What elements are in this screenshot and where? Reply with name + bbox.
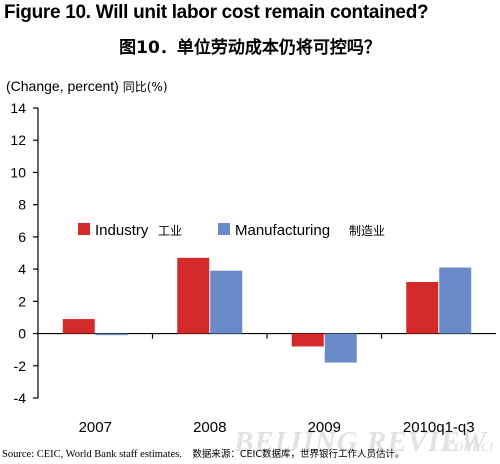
bar-industry-2010q1-q3 [406, 282, 439, 334]
svg-text:.com.cn: .com.cn [442, 435, 494, 455]
bar-industry-2007 [62, 319, 95, 334]
y-tick-label: 8 [18, 197, 26, 213]
bar-chart: -4 -2 0 2 4 6 8 10 12 14 2007 2008 2009 2010q1-q3 In… [10, 100, 496, 436]
legend: Industry 工业 Manufacturing 制造业 [78, 222, 385, 239]
legend-swatch-manufacturing [218, 223, 230, 235]
y-tick-label: -4 [14, 390, 27, 406]
y-tick-label: 6 [18, 229, 26, 245]
y-tick-labels: -4 -2 0 2 4 6 8 10 12 14 [10, 100, 26, 406]
y-tick-label: 12 [10, 132, 26, 148]
bar-industry-2009 [291, 333, 324, 347]
x-category-label: 2007 [79, 419, 112, 436]
y-tick-label: 14 [10, 100, 26, 116]
source-note-zh: 数据来源：CEIC数据库，世界银行工作人员估计。 [192, 449, 405, 460]
source-note: Source: CEIC, World Bank staff estimates… [2, 446, 404, 460]
bar-manufacturing-2007 [95, 333, 128, 336]
y-axis-unit-zh: 同比(%) [122, 80, 168, 94]
legend-label-zh-manufacturing: 制造业 [349, 224, 385, 238]
bars [62, 257, 472, 363]
y-tick-label: 2 [18, 293, 26, 309]
y-tick-label: 4 [18, 261, 26, 277]
bar-manufacturing-2008 [210, 270, 243, 334]
y-axis-unit: (Change, percent) 同比(%) [6, 78, 168, 95]
legend-swatch-industry [78, 223, 90, 235]
bar-industry-2008 [177, 257, 210, 334]
legend-label-manufacturing: Manufacturing [235, 222, 330, 239]
y-axis-unit-en: (Change, percent) [6, 78, 119, 94]
axes [33, 107, 496, 399]
x-category-labels: 2007 2008 2009 2010q1-q3 [79, 419, 475, 436]
y-tick-label: 0 [18, 326, 26, 342]
legend-label-zh-industry: 工业 [158, 224, 182, 238]
x-category-label: 2010q1-q3 [403, 419, 475, 436]
x-category-label: 2009 [308, 419, 341, 436]
chart-title: Figure 10. Will unit labor cost remain c… [4, 2, 429, 23]
y-tick-label: -2 [14, 358, 27, 374]
legend-label-industry: Industry [95, 222, 149, 239]
y-tick-label: 10 [10, 164, 26, 180]
source-note-en: Source: CEIC, World Bank staff estimates… [2, 449, 182, 460]
watermark-logo: BEIJING REVIEW .com.cn [234, 426, 494, 458]
bar-manufacturing-2010q1-q3 [439, 267, 472, 334]
bar-manufacturing-2009 [324, 333, 357, 363]
chart-title-zh: 图10．单位劳动成本仍将可控吗？ [119, 38, 381, 58]
x-category-label: 2008 [193, 419, 226, 436]
svg-text:BEIJING REVIEW: BEIJING REVIEW [234, 426, 489, 458]
